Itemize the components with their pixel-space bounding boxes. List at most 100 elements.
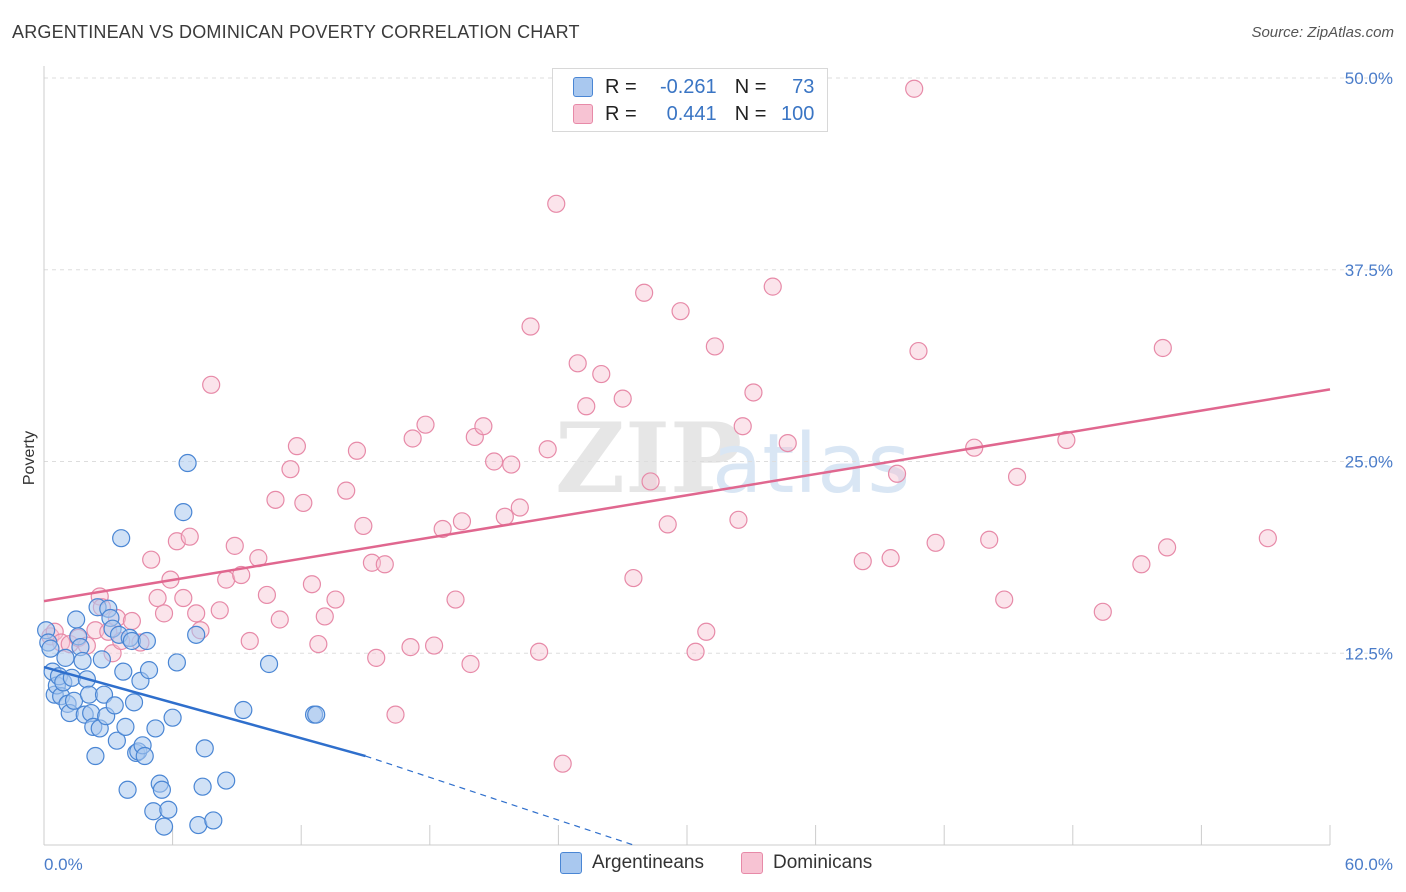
x-tick-labels: 0.0% 60.0% — [44, 855, 1393, 874]
n-value-argentineans: 73 — [792, 75, 815, 98]
argentinean-point — [94, 685, 114, 704]
dominicans-trend-line — [43, 388, 1331, 603]
dominican-point — [122, 611, 141, 631]
dominican-point — [187, 604, 206, 623]
watermark: ZIP atlas — [555, 402, 910, 515]
argentineans-trend-line — [43, 665, 366, 758]
argentinean-point — [195, 739, 214, 758]
dominican-point — [905, 79, 924, 98]
argentinean-point — [139, 661, 159, 680]
dominican-point — [148, 588, 167, 608]
dominican-point — [744, 383, 763, 402]
dominican-point — [1153, 338, 1172, 358]
argentinean-point — [114, 662, 133, 681]
dominican-point — [1007, 467, 1027, 486]
argentinean-point — [107, 731, 126, 750]
n-label: N = — [734, 75, 767, 98]
dominican-point — [367, 648, 386, 667]
trend-lines — [43, 388, 1331, 846]
argentinean-point — [307, 705, 326, 724]
bottom-legend-argentineans[interactable]: Argentineans — [560, 852, 704, 874]
dominican-point — [257, 585, 277, 605]
argentineans-points — [37, 453, 326, 836]
argentinean-point — [73, 651, 92, 671]
dominican-point — [401, 638, 420, 657]
dominican-point — [433, 519, 452, 539]
dominican-point — [887, 464, 907, 483]
argentinean-point — [86, 746, 105, 766]
argentinean-point — [159, 800, 178, 819]
dominican-point — [995, 590, 1014, 609]
dominican-point — [592, 364, 611, 384]
argentinean-point — [152, 780, 171, 799]
dominicans-swatch — [573, 104, 593, 124]
dominican-point — [485, 452, 504, 471]
argentinean-point — [234, 700, 253, 720]
argentinean-point — [174, 503, 193, 522]
dominican-point — [266, 490, 285, 509]
dominican-point — [315, 607, 334, 626]
x-tick-label: 0.0% — [44, 855, 83, 874]
r-label: R = — [605, 75, 637, 98]
argentinean-point — [167, 653, 186, 672]
n-label: N = — [734, 102, 767, 125]
dominican-point — [210, 601, 229, 620]
bottom-legend-dominicans[interactable]: Dominicans — [741, 852, 872, 874]
dominican-point — [474, 417, 493, 436]
legend-row-dominicans: R = 0.441 N = 100 — [573, 102, 814, 126]
dominican-point — [686, 642, 705, 661]
dominicans-points — [41, 79, 1277, 773]
chart-title: ARGENTINEAN VS DOMINICAN POVERTY CORRELA… — [12, 22, 580, 42]
dominican-point — [309, 634, 328, 654]
dominican-point — [386, 705, 405, 724]
dominican-point — [697, 622, 716, 641]
argentinean-point — [146, 719, 165, 738]
dominican-point — [1258, 529, 1277, 548]
dominican-point — [538, 440, 557, 459]
argentinean-point — [105, 696, 124, 715]
watermark-zip: ZIP — [555, 402, 742, 515]
argentinean-point — [67, 610, 86, 629]
dominican-point — [281, 460, 300, 479]
argentinean-point — [56, 648, 75, 667]
dominican-point — [909, 341, 928, 361]
dominican-point — [553, 754, 572, 773]
r-label: R = — [605, 102, 637, 125]
dominican-point — [1057, 430, 1076, 450]
argentinean-point — [204, 811, 223, 830]
y-tick-label: 12.5% — [1345, 644, 1393, 663]
argentinean-point — [189, 815, 208, 835]
dominican-point — [635, 283, 654, 302]
dominican-point — [577, 397, 596, 416]
dominican-point — [375, 555, 394, 574]
dominican-point — [733, 417, 752, 436]
argentinean-point — [154, 817, 174, 836]
dominican-point — [671, 302, 690, 321]
dominican-point — [530, 642, 549, 661]
y-tick-label: 25.0% — [1345, 453, 1393, 472]
dominican-point — [217, 570, 236, 589]
dominican-point — [416, 415, 435, 434]
dominican-point — [180, 527, 199, 546]
argentinean-point — [124, 693, 144, 712]
dominican-point — [980, 530, 999, 549]
dominican-point — [225, 536, 244, 555]
dominican-point — [347, 441, 367, 460]
dominican-point — [154, 604, 174, 623]
argentineans-legend-swatch — [560, 852, 582, 874]
dominican-point — [446, 590, 465, 609]
y-axis-label: Poverty — [21, 431, 38, 485]
dominican-point — [568, 354, 587, 373]
legend-row-argentineans: R = -0.261 N = 73 — [573, 75, 814, 99]
r-value-dominicans: 0.441 — [666, 102, 717, 125]
dominican-point — [658, 515, 677, 534]
dominican-point — [881, 549, 900, 568]
dominicans-legend-label: Dominicans — [773, 852, 873, 873]
dominican-point — [502, 455, 521, 474]
dominican-point — [202, 375, 221, 394]
dominican-point — [232, 565, 251, 585]
source-credit: Source: ZipAtlas.com — [1251, 24, 1394, 41]
stats-legend: R = -0.261 N = 73 R = 0.441 N = 100 — [552, 68, 828, 132]
dominican-point — [424, 636, 444, 655]
dominican-point — [705, 337, 724, 356]
